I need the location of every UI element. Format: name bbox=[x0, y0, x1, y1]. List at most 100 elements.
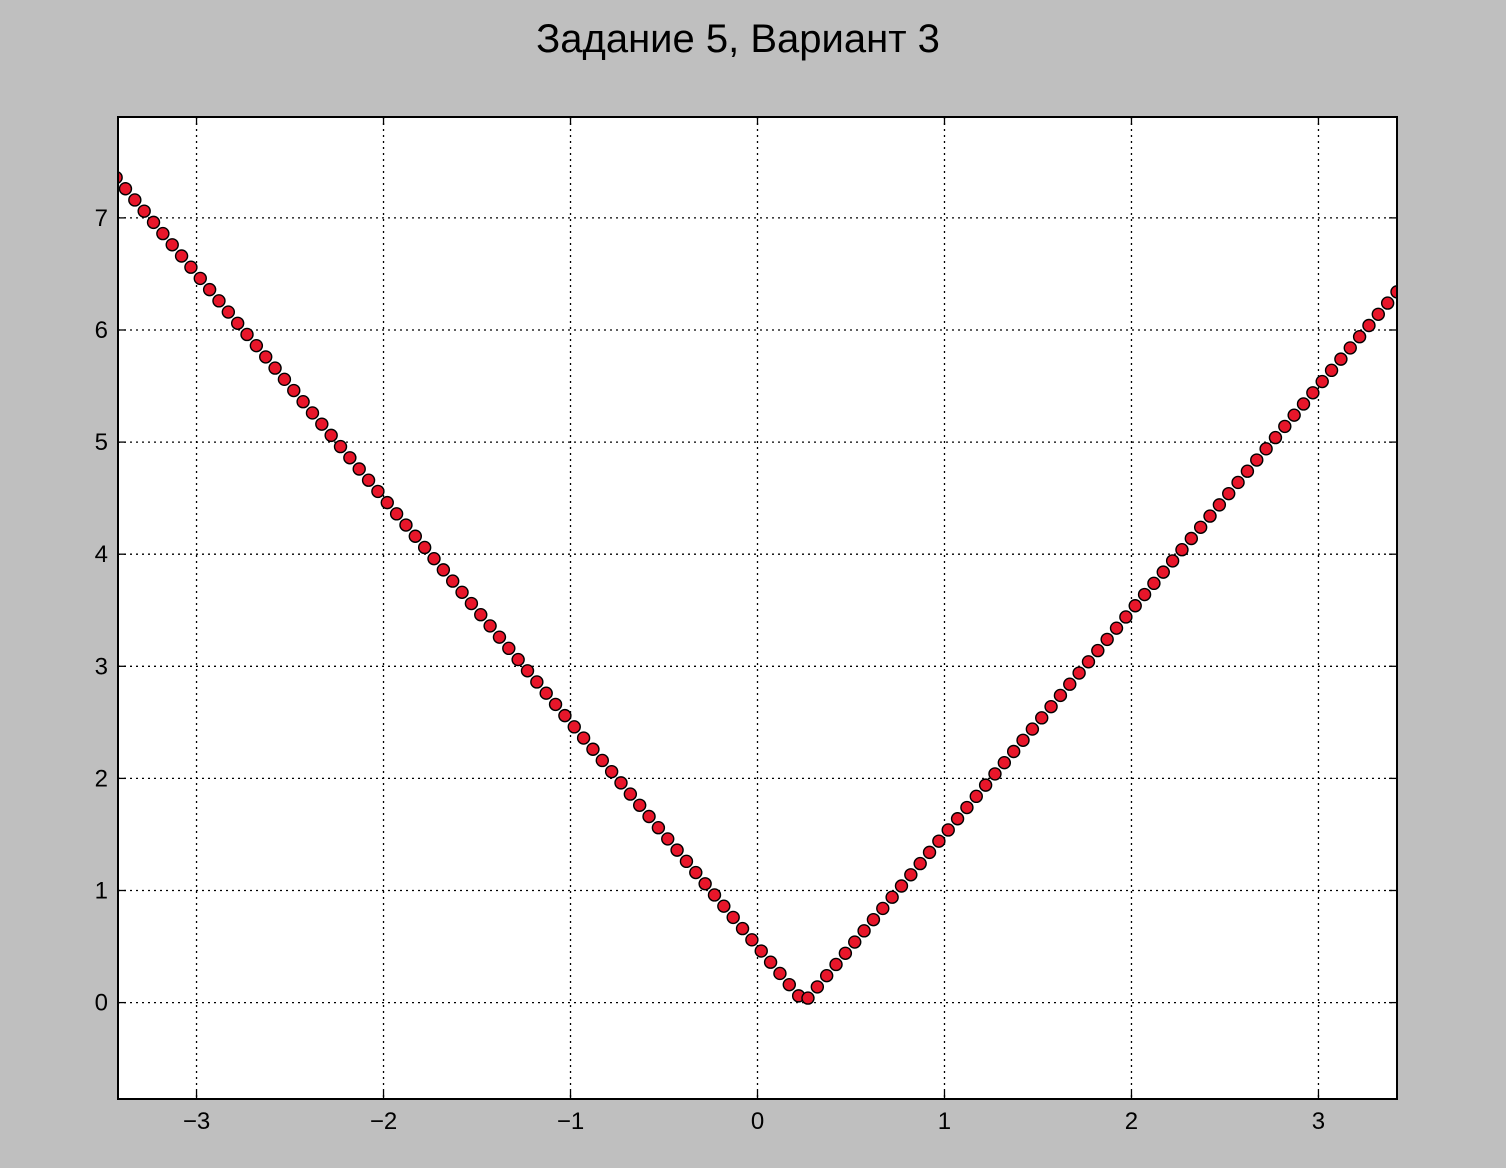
data-point bbox=[483, 619, 497, 633]
data-point bbox=[1091, 643, 1105, 658]
y-tick-label: 1 bbox=[95, 877, 108, 904]
data-point bbox=[520, 664, 535, 678]
data-point bbox=[1184, 531, 1199, 546]
data-point bbox=[913, 856, 927, 871]
data-point bbox=[305, 406, 320, 420]
data-point bbox=[1081, 655, 1096, 669]
y-tick-label: 4 bbox=[95, 541, 108, 568]
data-point bbox=[184, 260, 198, 274]
data-point bbox=[735, 921, 750, 936]
data-point bbox=[1306, 386, 1320, 400]
data-point bbox=[1025, 722, 1040, 736]
data-point bbox=[315, 417, 329, 431]
data-point bbox=[1072, 666, 1086, 680]
data-point bbox=[707, 888, 722, 902]
y-tick-label: 2 bbox=[95, 765, 108, 792]
data-point bbox=[361, 473, 376, 487]
data-point bbox=[745, 933, 759, 947]
data-point bbox=[801, 991, 815, 1005]
data-point bbox=[1371, 307, 1386, 321]
chart-title: Задание 5, Вариант 3 bbox=[536, 17, 940, 61]
data-point bbox=[651, 821, 666, 835]
data-point bbox=[352, 462, 366, 476]
data-point bbox=[371, 484, 385, 499]
data-point bbox=[1016, 733, 1030, 747]
data-point bbox=[848, 935, 862, 949]
data-point bbox=[932, 834, 946, 848]
data-point bbox=[174, 249, 189, 263]
data-point bbox=[857, 924, 871, 938]
data-point bbox=[661, 832, 675, 846]
y-tick-label: 3 bbox=[95, 653, 108, 680]
data-point bbox=[632, 798, 647, 812]
data-point bbox=[1362, 318, 1376, 333]
data-point bbox=[324, 428, 338, 443]
data-point bbox=[427, 551, 441, 566]
data-point bbox=[604, 764, 619, 779]
data-point bbox=[960, 800, 974, 815]
data-point bbox=[1147, 576, 1161, 591]
x-tick-label: −1 bbox=[557, 1108, 584, 1135]
data-point bbox=[539, 686, 553, 700]
data-point bbox=[296, 395, 310, 409]
data-point bbox=[1343, 341, 1357, 355]
data-point bbox=[1278, 419, 1292, 434]
data-point bbox=[474, 608, 488, 622]
tick-marks bbox=[118, 117, 1397, 1099]
data-point bbox=[118, 171, 123, 184]
data-point bbox=[502, 641, 516, 656]
data-point bbox=[988, 767, 1002, 781]
data-point bbox=[249, 338, 264, 353]
data-point bbox=[389, 507, 404, 521]
data-point bbox=[1268, 430, 1283, 445]
data-point bbox=[819, 968, 834, 983]
y-tick-label: 5 bbox=[95, 429, 108, 456]
data-point bbox=[754, 944, 768, 958]
data-point bbox=[1053, 688, 1068, 703]
data-point bbox=[1137, 587, 1152, 602]
data-point bbox=[810, 980, 825, 994]
data-point bbox=[333, 439, 348, 454]
data-point bbox=[1231, 475, 1245, 490]
data-point bbox=[623, 787, 638, 801]
data-point bbox=[165, 238, 179, 252]
data-point bbox=[829, 957, 843, 972]
data-point bbox=[240, 327, 254, 342]
data-point bbox=[492, 630, 507, 644]
plot-area bbox=[117, 116, 1398, 1100]
data-point bbox=[950, 812, 965, 826]
x-tick-label: 1 bbox=[938, 1108, 951, 1135]
data-point bbox=[1175, 543, 1189, 557]
data-point bbox=[268, 361, 282, 375]
data-point bbox=[1119, 610, 1133, 624]
y-tick-label: 0 bbox=[95, 990, 108, 1017]
x-tick-label: 2 bbox=[1125, 1108, 1138, 1135]
data-point bbox=[146, 215, 161, 230]
data-point bbox=[1203, 509, 1217, 523]
data-point bbox=[118, 182, 133, 196]
y-tick-label: 6 bbox=[95, 317, 108, 344]
data-point bbox=[1324, 363, 1339, 378]
data-point bbox=[1352, 330, 1367, 344]
data-point bbox=[763, 955, 778, 969]
data-point bbox=[679, 854, 694, 869]
data-point bbox=[128, 193, 142, 207]
data-point bbox=[212, 294, 226, 308]
data-point bbox=[221, 305, 236, 319]
data-point bbox=[1006, 744, 1021, 759]
data-point bbox=[1156, 565, 1170, 579]
data-point bbox=[558, 708, 572, 723]
y-tick-label: 7 bbox=[95, 205, 108, 232]
data-point bbox=[1334, 352, 1348, 366]
data-point bbox=[969, 789, 983, 804]
data-point bbox=[941, 823, 955, 837]
data-point bbox=[1100, 632, 1114, 647]
data-point bbox=[904, 868, 918, 882]
data-point bbox=[455, 585, 469, 600]
data-point bbox=[670, 843, 684, 857]
data-point bbox=[997, 755, 1012, 770]
data-point bbox=[642, 809, 656, 824]
data-point bbox=[1109, 621, 1124, 635]
data-point bbox=[511, 652, 525, 667]
